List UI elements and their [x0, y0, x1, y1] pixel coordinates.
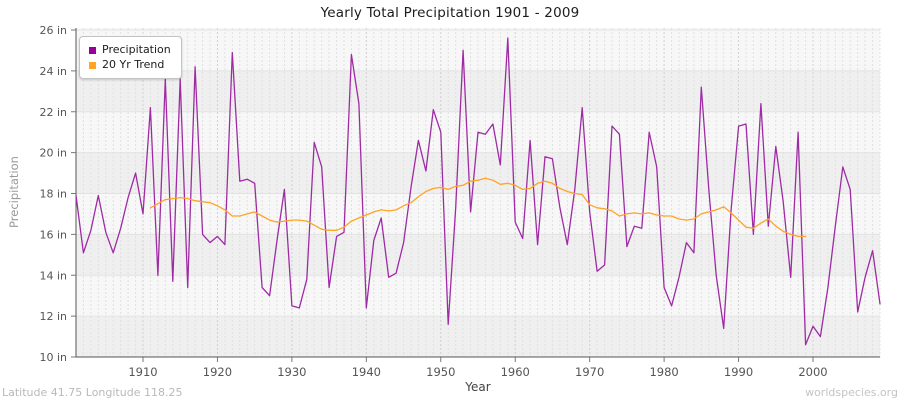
chart-title: Yearly Total Precipitation 1901 - 2009 [320, 5, 580, 21]
y-tick-label: 18 in [39, 188, 67, 201]
y-tick-label: 12 in [39, 310, 67, 323]
legend-label: 20 Yr Trend [102, 58, 165, 71]
y-tick-label: 10 in [39, 351, 67, 364]
watermark-label: worldspecies.org [805, 386, 898, 399]
x-axis-title: Year [465, 380, 491, 394]
coordinates-label: Latitude 41.75 Longitude 118.25 [2, 386, 183, 399]
legend: Precipitation 20 Yr Trend [79, 36, 182, 79]
y-tick-label: 14 in [39, 269, 67, 282]
y-tick-label: 16 in [39, 228, 67, 241]
x-tick-label: 1940 [352, 365, 381, 379]
axes [75, 28, 880, 358]
trend-swatch-icon [89, 61, 96, 69]
x-tick-labels: 1910 1920 1930 1940 1950 1960 1970 1980 1990 2000 [128, 357, 828, 379]
y-tick-label: 26 in [39, 24, 67, 37]
x-tick-label: 1920 [203, 365, 232, 379]
series-precipitation [75, 37, 881, 346]
x-tick-label: 1950 [426, 365, 455, 379]
x-tick-label: 1930 [277, 365, 306, 379]
series-trend [149, 177, 807, 238]
x-tick-label: 1990 [724, 365, 753, 379]
y-axis-title: Precipitation [7, 156, 21, 228]
precipitation-swatch-icon [89, 46, 96, 54]
y-tick-labels: 26 in 24 in 22 in 20 in 18 in 16 in 14 in 12 in… [39, 24, 76, 364]
series-line [149, 177, 807, 238]
y-tick-label: 24 in [39, 65, 67, 78]
x-tick-label: 1960 [501, 365, 530, 379]
series-line [75, 37, 881, 346]
x-tick-label: 1910 [128, 365, 157, 379]
y-tick-label: 22 in [39, 106, 67, 119]
x-tick-label: 2000 [798, 365, 827, 379]
legend-label: Precipitation [102, 43, 171, 56]
y-tick-label: 20 in [39, 147, 67, 160]
x-tick-label: 1980 [649, 365, 678, 379]
legend-item-precipitation: Precipitation [89, 43, 171, 57]
x-tick-label: 1970 [575, 365, 604, 379]
legend-item-trend: 20 Yr Trend [89, 58, 171, 72]
